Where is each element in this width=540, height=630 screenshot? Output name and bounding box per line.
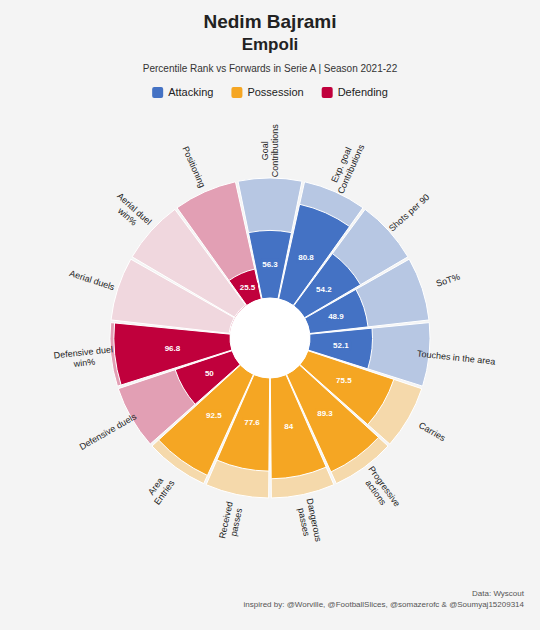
data-label: 56.3 xyxy=(260,259,280,270)
legend-label: Possession xyxy=(247,86,303,98)
data-label: 50 xyxy=(203,368,216,379)
category-label: Exp. goalContributions xyxy=(326,138,366,195)
data-label: 96.8 xyxy=(163,343,183,354)
legend-swatch xyxy=(322,87,333,98)
bar xyxy=(270,375,326,479)
category-label: Touches in the area xyxy=(417,348,496,366)
plot-area xyxy=(110,178,430,498)
category-label: Carries xyxy=(417,420,448,443)
category-label: Positioning xyxy=(180,145,207,189)
data-label-box xyxy=(260,259,280,270)
data-labels: 56.3 80.8 54.2 48.9 52.1 75.5 89.3 84 77.6 92.5 50… xyxy=(163,252,355,432)
category-label: Progressiveactions xyxy=(358,464,403,515)
data-label: 52.1 xyxy=(331,340,351,351)
data-label-text: 89.3 xyxy=(317,409,333,418)
data-label-text: 56.3 xyxy=(262,260,278,269)
data-label: 92.5 xyxy=(204,410,224,421)
data-label-box xyxy=(331,340,351,351)
chart: Nedim Bajrami Empoli Percentile Rank vs Fo… xyxy=(0,0,540,630)
data-label-text: 54.2 xyxy=(316,285,332,294)
data-label-text: 75.5 xyxy=(336,376,352,385)
track xyxy=(305,259,429,333)
legend-item: Possession xyxy=(231,86,303,98)
data-label-text: 50 xyxy=(205,369,214,378)
legend-label: Attacking xyxy=(168,86,213,98)
legend-label: Defending xyxy=(338,86,388,98)
data-label: 80.8 xyxy=(296,252,316,263)
track xyxy=(110,323,232,387)
inner-circle xyxy=(230,298,310,378)
data-label-text: 84 xyxy=(284,422,293,431)
data-label: 89.3 xyxy=(315,408,335,419)
data-label-box xyxy=(238,282,258,293)
category-label: Dangerouspasses xyxy=(294,497,323,545)
legend-swatch xyxy=(152,87,163,98)
category-label: Aerial duels xyxy=(68,268,116,292)
data-label-box xyxy=(326,311,346,322)
data-label-text: 52.1 xyxy=(333,341,349,350)
category-label: Aerial duelwin% xyxy=(108,191,153,235)
data-label: 77.6 xyxy=(242,417,262,428)
category-label: Shots per 90 xyxy=(387,192,432,234)
data-label-text: 80.8 xyxy=(298,253,314,262)
legend-item: Defending xyxy=(322,86,388,98)
category-label: Defensive duels xyxy=(78,411,139,452)
category-label: Defensive duelwin% xyxy=(53,344,114,371)
data-label: 54.2 xyxy=(314,284,334,295)
legend: Attacking Possession Defending xyxy=(152,86,388,98)
bar xyxy=(229,269,261,305)
data-label-box xyxy=(314,284,334,295)
data-label-box xyxy=(296,252,316,263)
data-label-box xyxy=(334,375,354,386)
title: Empoli xyxy=(242,35,299,54)
data-label: 75.5 xyxy=(334,375,354,386)
data-label-text: 77.6 xyxy=(244,418,260,427)
track xyxy=(177,182,261,306)
data-label-text: 96.8 xyxy=(165,344,181,353)
data-label: 48.9 xyxy=(326,311,346,322)
data-label: 25.5 xyxy=(238,282,258,293)
data-label-text: 25.5 xyxy=(240,283,256,292)
subtitle: Percentile Rank vs Forwards in Serie A |… xyxy=(143,63,398,74)
category-labels: GoalContributions Exp. goalContributions S… xyxy=(53,124,496,545)
legend-item: Attacking xyxy=(152,86,213,98)
category-label: GoalContributions xyxy=(260,124,281,178)
footer: Data: Wyscoutinspired by: @Worville, @Fo… xyxy=(244,589,525,609)
legend-swatch xyxy=(231,87,242,98)
background xyxy=(0,0,540,630)
category-label: AreaEntries xyxy=(143,472,176,507)
data-label-box xyxy=(203,368,216,379)
track xyxy=(270,375,334,498)
bar xyxy=(114,323,232,385)
data-label-box xyxy=(204,410,224,421)
data-label-box xyxy=(242,417,262,428)
bar xyxy=(305,289,368,333)
category-label: Receivedpasses xyxy=(217,501,245,542)
title: Nedim Bajrami xyxy=(203,11,336,32)
data-label-text: 92.5 xyxy=(206,411,222,420)
data-label-box xyxy=(282,421,295,432)
data-label: 84 xyxy=(282,421,295,432)
category-label: SoT% xyxy=(435,272,461,289)
data-label-box xyxy=(315,408,335,419)
data-label-box xyxy=(163,343,183,354)
data-label-text: 48.9 xyxy=(328,312,344,321)
